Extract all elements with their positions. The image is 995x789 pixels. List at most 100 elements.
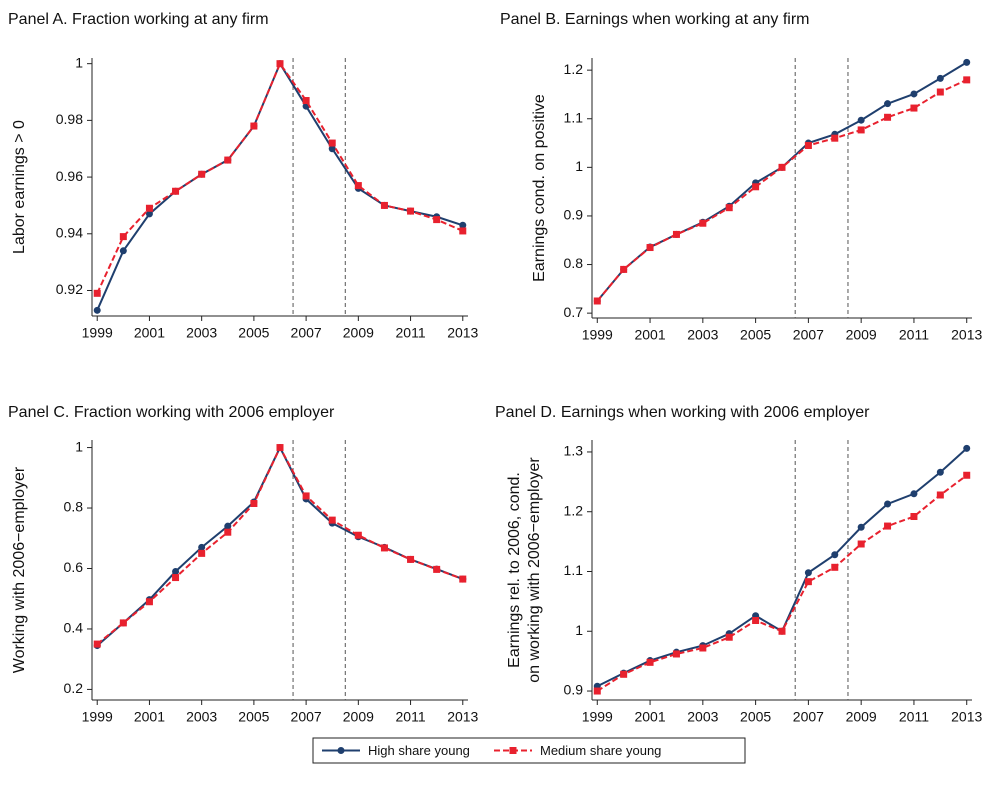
marker bbox=[778, 163, 786, 171]
marker bbox=[672, 650, 680, 658]
marker bbox=[119, 247, 127, 255]
marker bbox=[224, 156, 232, 164]
x-tick-label: 2009 bbox=[343, 325, 374, 341]
marker bbox=[831, 563, 839, 571]
y-axis-label: Earnings cond. on positive bbox=[531, 94, 548, 282]
marker bbox=[936, 491, 944, 499]
marker bbox=[93, 640, 101, 648]
series-line bbox=[596, 447, 968, 688]
y-tick-label: 0.4 bbox=[64, 620, 84, 636]
y-tick-label: 1 bbox=[575, 158, 583, 174]
x-tick-label: 2013 bbox=[951, 709, 982, 725]
x-tick-label: 2003 bbox=[186, 325, 217, 341]
marker bbox=[699, 644, 707, 652]
marker bbox=[910, 490, 918, 498]
x-tick-label: 2003 bbox=[687, 327, 718, 343]
x-tick-label: 2007 bbox=[291, 709, 322, 725]
x-tick-label: 2007 bbox=[793, 327, 824, 343]
marker bbox=[407, 207, 415, 215]
y-axis-label: on working with 2006−employer bbox=[526, 457, 543, 683]
y-tick-label: 1.1 bbox=[564, 109, 584, 125]
marker bbox=[620, 670, 628, 678]
marker bbox=[198, 549, 206, 557]
marker bbox=[910, 90, 918, 98]
marker bbox=[884, 113, 892, 121]
marker bbox=[857, 540, 865, 548]
y-tick-label: 0.9 bbox=[564, 682, 584, 698]
y-tick-label: 0.8 bbox=[64, 499, 84, 515]
marker bbox=[884, 100, 892, 108]
y-tick-label: 0.96 bbox=[56, 168, 83, 184]
marker bbox=[459, 227, 467, 235]
marker bbox=[459, 575, 467, 583]
marker bbox=[198, 170, 206, 178]
marker bbox=[380, 201, 388, 209]
x-tick-label: 2007 bbox=[793, 709, 824, 725]
marker bbox=[593, 687, 601, 695]
series-line bbox=[596, 78, 968, 302]
marker bbox=[936, 88, 944, 96]
marker bbox=[119, 233, 127, 241]
y-axis-label: Labor earnings > 0 bbox=[11, 120, 28, 254]
marker bbox=[119, 619, 127, 627]
marker bbox=[172, 187, 180, 195]
y-axis-label: Earnings rel. to 2006, cond. bbox=[506, 472, 523, 668]
x-tick-label: 1999 bbox=[582, 709, 613, 725]
marker bbox=[250, 122, 258, 130]
marker bbox=[93, 306, 101, 314]
marker bbox=[145, 598, 153, 606]
marker bbox=[646, 244, 654, 252]
marker bbox=[752, 617, 760, 625]
series-line bbox=[96, 445, 464, 647]
marker bbox=[804, 578, 812, 586]
x-tick-label: 2013 bbox=[447, 709, 478, 725]
marker bbox=[884, 522, 892, 530]
marker bbox=[459, 221, 467, 229]
marker bbox=[778, 627, 786, 635]
panel-title: Panel A. Fraction working at any firm bbox=[8, 11, 269, 28]
x-tick-label: 2001 bbox=[634, 709, 665, 725]
marker bbox=[831, 134, 839, 142]
panel-title: Panel B. Earnings when working at any fi… bbox=[500, 11, 809, 28]
marker bbox=[725, 204, 733, 212]
marker bbox=[831, 551, 839, 559]
x-tick-label: 2001 bbox=[134, 325, 165, 341]
x-tick-label: 2011 bbox=[396, 325, 426, 341]
x-tick-label: 2003 bbox=[186, 709, 217, 725]
marker bbox=[302, 97, 310, 105]
y-tick-label: 0.92 bbox=[56, 281, 83, 297]
marker bbox=[224, 522, 232, 530]
x-tick-label: 2005 bbox=[238, 709, 269, 725]
marker bbox=[884, 500, 892, 508]
y-tick-label: 1.2 bbox=[564, 61, 584, 77]
marker bbox=[380, 544, 388, 552]
marker bbox=[857, 126, 865, 134]
marker bbox=[857, 523, 865, 531]
marker bbox=[172, 574, 180, 582]
marker bbox=[725, 633, 733, 641]
marker bbox=[593, 297, 601, 305]
marker bbox=[224, 528, 232, 536]
y-axis-label: Working with 2006−employer bbox=[11, 466, 28, 673]
series-line bbox=[596, 61, 968, 302]
marker bbox=[804, 141, 812, 149]
marker bbox=[936, 468, 944, 476]
legend-label: Medium share young bbox=[540, 743, 661, 758]
x-tick-label: 2011 bbox=[899, 327, 929, 343]
x-tick-label: 2009 bbox=[846, 327, 877, 343]
legend-marker bbox=[509, 747, 517, 754]
marker bbox=[354, 182, 362, 190]
y-tick-label: 0.9 bbox=[564, 207, 584, 223]
x-tick-label: 2003 bbox=[687, 709, 718, 725]
x-tick-label: 2009 bbox=[846, 709, 877, 725]
marker bbox=[936, 74, 944, 82]
y-tick-label: 1 bbox=[75, 54, 83, 70]
x-tick-label: 2011 bbox=[899, 709, 929, 725]
panel-title: Panel C. Fraction working with 2006 empl… bbox=[8, 404, 335, 421]
marker bbox=[145, 210, 153, 218]
series-line bbox=[96, 61, 464, 311]
x-tick-label: 2013 bbox=[447, 325, 478, 341]
y-tick-label: 0.98 bbox=[56, 111, 83, 127]
x-tick-label: 2005 bbox=[238, 325, 269, 341]
